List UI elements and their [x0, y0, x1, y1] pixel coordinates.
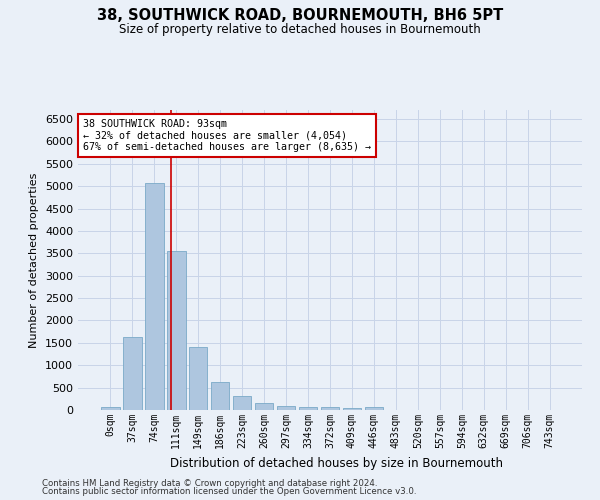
Text: Contains HM Land Registry data © Crown copyright and database right 2024.: Contains HM Land Registry data © Crown c… — [42, 478, 377, 488]
Bar — [233, 396, 251, 410]
Bar — [101, 406, 119, 410]
Bar — [255, 403, 274, 410]
Text: Distribution of detached houses by size in Bournemouth: Distribution of detached houses by size … — [170, 458, 503, 470]
Bar — [277, 406, 295, 410]
Bar — [167, 250, 185, 410]
Bar — [145, 182, 164, 410]
Bar — [123, 338, 142, 410]
Text: 38, SOUTHWICK ROAD, BOURNEMOUTH, BH6 5PT: 38, SOUTHWICK ROAD, BOURNEMOUTH, BH6 5PT — [97, 8, 503, 22]
Bar — [365, 407, 383, 410]
Bar — [343, 408, 361, 410]
Bar — [189, 348, 208, 410]
Text: Size of property relative to detached houses in Bournemouth: Size of property relative to detached ho… — [119, 22, 481, 36]
Text: Contains public sector information licensed under the Open Government Licence v3: Contains public sector information licen… — [42, 487, 416, 496]
Bar — [211, 382, 229, 410]
Y-axis label: Number of detached properties: Number of detached properties — [29, 172, 40, 348]
Bar — [299, 408, 317, 410]
Text: 38 SOUTHWICK ROAD: 93sqm
← 32% of detached houses are smaller (4,054)
67% of sem: 38 SOUTHWICK ROAD: 93sqm ← 32% of detach… — [83, 119, 371, 152]
Bar — [320, 407, 340, 410]
